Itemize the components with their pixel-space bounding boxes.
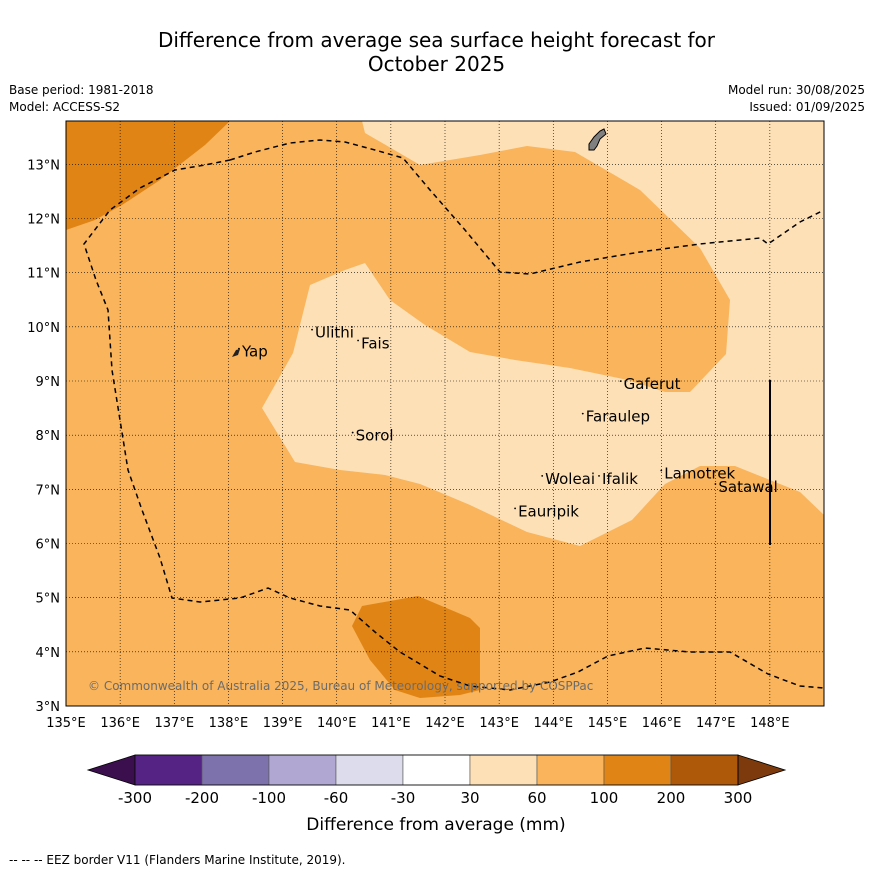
- model-name: Model: ACCESS-S2: [9, 100, 121, 114]
- lat-tick-label: 13°N: [27, 158, 60, 173]
- island-marker: [581, 412, 584, 415]
- lat-tick-label: 8°N: [36, 429, 61, 444]
- island-marker: [619, 380, 622, 383]
- lon-tick-label: 144°E: [534, 716, 574, 731]
- lon-tick-label: 135°E: [46, 716, 86, 731]
- island-marker: [660, 469, 663, 472]
- lat-tick-label: 4°N: [36, 646, 61, 661]
- colorbar-tick-label: -30: [391, 789, 416, 807]
- colorbar-tick-label: 30: [460, 789, 479, 807]
- colorbar-extend-high: [737, 754, 787, 786]
- colorbar-segment: [268, 754, 337, 786]
- map-frame: [65, 120, 825, 707]
- graticule: [66, 121, 824, 706]
- lon-tick-label: 138°E: [209, 716, 249, 731]
- lon-tick-label: 139°E: [263, 716, 303, 731]
- island-marker: [541, 475, 544, 477]
- colorbar-tick-label: 100: [590, 789, 619, 807]
- lat-tick-label: 3°N: [36, 700, 61, 715]
- colorbar-segment: [201, 754, 270, 786]
- place-label: Yap: [241, 343, 268, 361]
- lon-tick-label: 137°E: [155, 716, 195, 731]
- colorbar-segment: [670, 754, 739, 786]
- colorbar-segment: [536, 754, 605, 786]
- lon-tick-label: 146°E: [642, 716, 682, 731]
- lat-tick-label: 5°N: [36, 592, 61, 607]
- place-label: Woleai: [545, 470, 595, 488]
- lat-tick-label: 9°N: [36, 375, 61, 390]
- place-label: Fais: [361, 335, 390, 353]
- island-marker: [238, 347, 240, 350]
- lon-tick-label: 136°E: [100, 716, 140, 731]
- lat-tick-labels: 3°N 4°N 5°N 6°N 7°N 8°N 9°N 10°N 11°N 12°N 13°N: [27, 158, 60, 715]
- colorbar-tick-label: 200: [657, 789, 686, 807]
- region-100-200-northwest: [66, 121, 230, 230]
- lon-tick-label: 140°E: [317, 716, 357, 731]
- island-marker: [598, 475, 600, 477]
- issued-date: Issued: 01/09/2025: [749, 100, 865, 114]
- lat-tick-label: 12°N: [27, 213, 60, 228]
- colorbar-segment: [603, 754, 672, 786]
- lon-tick-label: 147°E: [696, 716, 736, 731]
- lat-tick-label: 7°N: [36, 483, 61, 498]
- lon-tick-label: 143°E: [479, 716, 519, 731]
- region-30-60-north: [262, 121, 824, 546]
- colorbar-tick-label: -100: [252, 789, 286, 807]
- island-marker: [311, 328, 313, 331]
- island-marker: [714, 483, 717, 485]
- lat-tick-label: 11°N: [27, 267, 60, 282]
- place-label: Satawal: [718, 478, 777, 496]
- base-period: Base period: 1981-2018: [9, 83, 154, 97]
- colorbar-outline: [134, 754, 739, 786]
- lat-tick-label: 6°N: [36, 538, 61, 553]
- lon-tick-labels: 135°E 136°E 137°E 138°E 139°E 140°E 141°E 142°E…: [46, 716, 789, 731]
- island-marker: [357, 339, 359, 342]
- title-line-2: October 2025: [367, 52, 506, 76]
- lat-tick-label: 10°N: [27, 321, 60, 336]
- yap-land: [232, 349, 240, 357]
- eez-border-north: [83, 159, 824, 691]
- place-label: Ifalik: [602, 470, 638, 488]
- colorbar-segment: [469, 754, 538, 786]
- island-marker: [514, 507, 516, 510]
- colorbar-label: Difference from average (mm): [306, 815, 565, 835]
- colorbar-tick-label: -60: [324, 789, 349, 807]
- lon-tick-label: 145°E: [588, 716, 628, 731]
- title-line-1: Difference from average sea surface heig…: [157, 28, 716, 52]
- colorbar-segment: [134, 754, 203, 786]
- island-marker: [351, 431, 354, 434]
- place-label: Faraulep: [586, 408, 650, 426]
- colorbar-tick-labels: -300 -200 -100 -60 -30 30 60 100 200 300: [118, 789, 752, 807]
- guam-land: [588, 128, 607, 151]
- colorbar-tick-label: -200: [185, 789, 219, 807]
- colorbar-tick-label: -300: [118, 789, 152, 807]
- colorbar: [86, 754, 787, 786]
- copyright: © Commonwealth of Australia 2025, Bureau…: [88, 679, 593, 693]
- colorbar-segment: [402, 754, 471, 786]
- model-run: Model run: 30/08/2025: [727, 83, 865, 97]
- eez-footnote: -- -- -- EEZ border V11 (Flanders Marine…: [9, 853, 346, 867]
- place-label: Sorol: [356, 427, 394, 445]
- lon-tick-label: 141°E: [371, 716, 411, 731]
- place-label: Eauripik: [518, 502, 579, 520]
- lon-tick-label: 142°E: [425, 716, 465, 731]
- colorbar-tick-label: 60: [527, 789, 546, 807]
- lon-tick-label: 148°E: [750, 716, 790, 731]
- colorbar-segment: [335, 754, 404, 786]
- place-label: Ulithi: [315, 324, 354, 342]
- region-100-200-south: [352, 596, 480, 698]
- colorbar-tick-label: 300: [724, 789, 753, 807]
- place-label: Lamotrek: [664, 465, 735, 483]
- place-label: Gaferut: [624, 375, 681, 393]
- place-labels: Yap Ulithi Fais Gaferut Faraulep Sorol Woleai I…: [238, 324, 778, 520]
- colorbar-extend-low: [86, 754, 136, 786]
- eez-border-west: [229, 139, 824, 275]
